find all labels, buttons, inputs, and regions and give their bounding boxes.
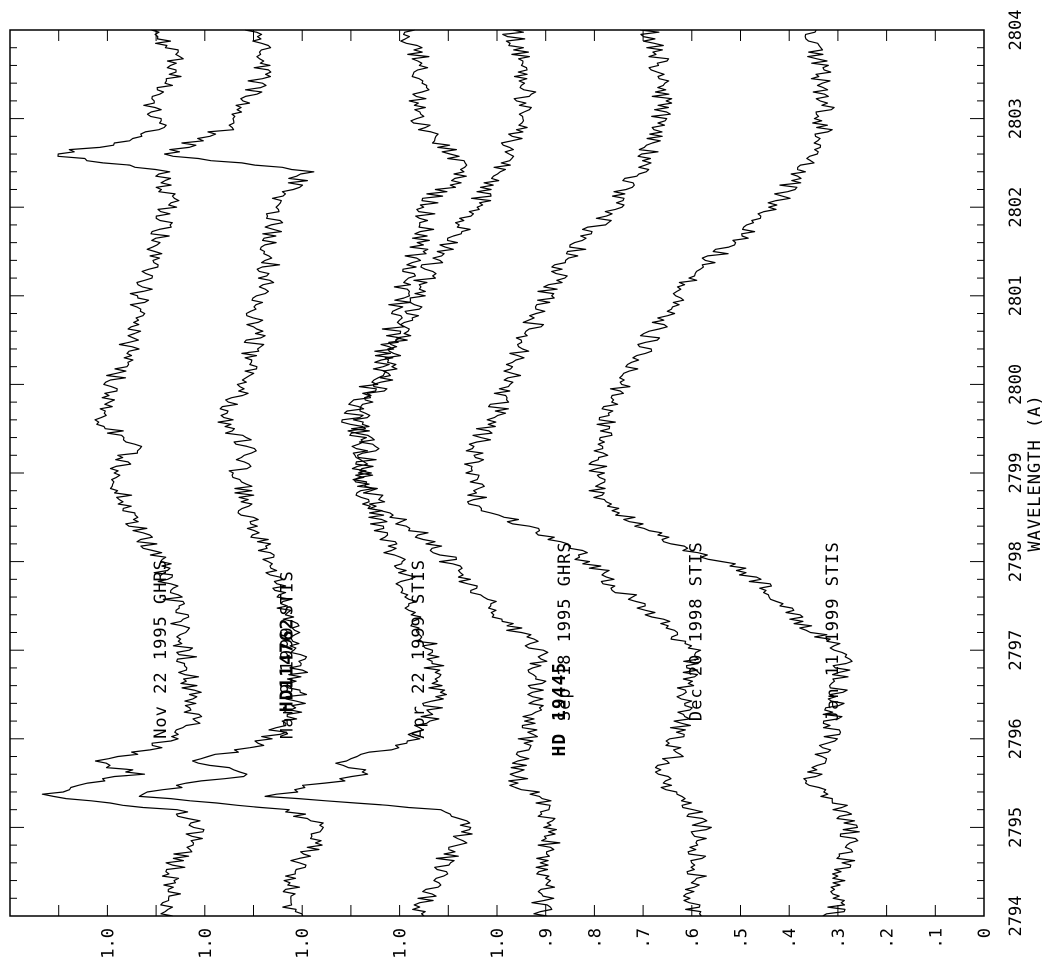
x-tick-labels: 2794 2795 2796 2797 2798 2799 2800 2801 2802 2803… [1006,10,1026,937]
x-tick-label: 2796 [1006,718,1026,759]
spectrum-line [464,29,712,917]
y-tick-label: .2 [878,928,898,948]
spectrum-label: Nov 22 1995 GHRS [151,559,171,739]
spectrum-label: Apr 22 1999 STIS [409,559,429,739]
y-tick-label: .6 [683,928,703,948]
x-axis-title: WAVELENGTH (A) [1025,394,1045,551]
x-tick-label: 2798 [1006,541,1026,582]
x-tick-label: 2797 [1006,630,1026,671]
x-tick-label: 2801 [1006,275,1026,316]
y-tick-label: 0 [975,928,995,938]
x-tick-label: 2803 [1006,98,1026,139]
y-tick-label: 1.0 [488,928,508,959]
y-tick-label: .9 [537,928,557,948]
spectrum-label: Mar 9 1999 STIS [277,570,297,739]
x-tick-label: 2794 [1006,896,1026,937]
spectrum-label: Sep 18 1995 GHRS [555,541,575,721]
x-tick-label: 2799 [1006,453,1026,494]
y-tick-label: .3 [829,928,849,948]
spectrum-labels: Nov 22 1995 GHRS Mar 9 1999 STIS Apr 22 19… [151,541,843,738]
star-labels: HD114762 HD 19445 [276,618,570,757]
y-tick-label: .7 [634,928,654,948]
star-label: HD 19445 [549,662,570,757]
y-tick-labels: 0 .1 .2 .3 .4 .5 .6 .7 .8 .9 1.0 1.0 1.0 1.0 1.0 [98,928,995,959]
spectrum-label: Dec 20 1998 STIS [687,541,707,721]
y-tick-label: 1.0 [98,928,118,959]
spectra [41,29,860,917]
spectrum-line [138,29,324,917]
y-tick-label: .4 [780,928,800,948]
spectrum-line [588,29,860,917]
x-tick-label: 2795 [1006,807,1026,848]
star-label: HD114762 [276,618,297,713]
y-tick-label: .8 [585,928,605,948]
x-tick-label: 2802 [1006,187,1026,228]
spectrum-line [349,29,561,917]
x-tick-label: 2800 [1006,364,1026,405]
x-tick-label: 2804 [1006,10,1026,51]
spectrum-line [264,29,473,917]
spectrum-label: Jan 11 1999 STIS [823,541,843,721]
y-tick-label: 1.0 [391,928,411,959]
y-tick-label: .1 [926,928,946,948]
y-tick-label: .5 [732,928,752,948]
axis-ticks [9,29,985,917]
y-tick-label: 1.0 [293,928,313,959]
spectrum-line [41,29,205,917]
y-tick-label: 1.0 [196,928,216,959]
